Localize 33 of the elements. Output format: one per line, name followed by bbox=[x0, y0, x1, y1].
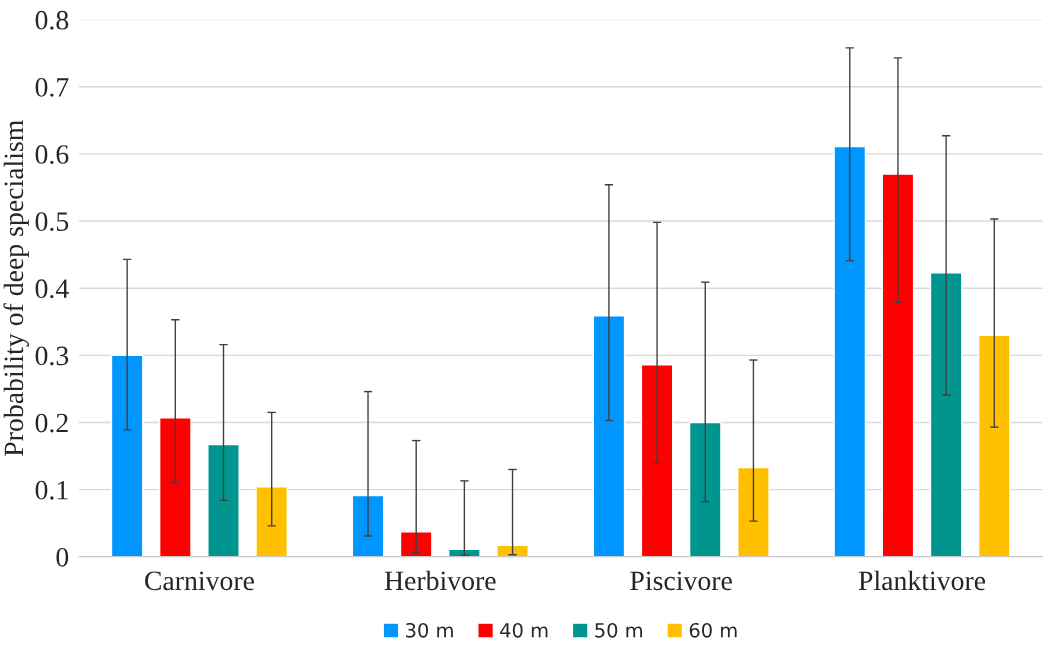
bar bbox=[496, 544, 529, 557]
bar bbox=[640, 364, 674, 557]
y-tick-label: 0.5 bbox=[35, 212, 69, 232]
y-tick-label: 0.1 bbox=[35, 480, 68, 500]
bar bbox=[158, 417, 192, 557]
bar bbox=[399, 531, 433, 557]
bar bbox=[688, 421, 722, 557]
y-tick-label: 0.6 bbox=[35, 145, 69, 164]
bar bbox=[592, 315, 626, 557]
legend-label: 50 m bbox=[595, 622, 642, 638]
y-tick-label: 0 bbox=[56, 547, 69, 567]
y-tick-label: 0.3 bbox=[35, 346, 69, 366]
bar bbox=[351, 494, 385, 557]
legend-label: 40 m bbox=[500, 622, 548, 638]
bar bbox=[255, 486, 289, 557]
bar bbox=[833, 145, 867, 557]
x-tick-label: Piscivore bbox=[630, 571, 732, 591]
bar bbox=[737, 466, 770, 557]
bar bbox=[881, 173, 915, 557]
bar bbox=[977, 334, 1011, 557]
legend-label: 30 m bbox=[406, 622, 453, 638]
y-axis-title: Probability of deep specialism bbox=[3, 120, 29, 456]
y-tick-label: 0.2 bbox=[35, 413, 68, 433]
x-tick-label: Carnivore bbox=[145, 571, 254, 591]
bar bbox=[929, 272, 963, 557]
legend-label: 60 m bbox=[689, 622, 737, 638]
bar bbox=[207, 443, 240, 557]
y-tick-label: 0.8 bbox=[35, 10, 69, 30]
bar bbox=[110, 354, 144, 557]
x-tick-label: Planktivore bbox=[858, 570, 986, 591]
y-tick-label: 0.4 bbox=[35, 279, 69, 299]
y-tick-label: 0.7 bbox=[35, 77, 69, 97]
x-tick-label: Herbivore bbox=[384, 570, 496, 591]
